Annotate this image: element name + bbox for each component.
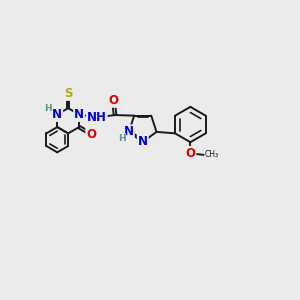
Text: N: N — [74, 108, 84, 121]
Text: CH₃: CH₃ — [204, 150, 218, 159]
Text: O: O — [86, 128, 96, 141]
Text: O: O — [185, 147, 195, 160]
Text: S: S — [64, 87, 72, 100]
Text: H: H — [118, 134, 125, 143]
Text: H: H — [44, 104, 51, 113]
Text: NH: NH — [87, 111, 107, 124]
Text: O: O — [109, 94, 118, 107]
Text: N: N — [52, 108, 62, 121]
Text: N: N — [138, 135, 148, 148]
Text: N: N — [124, 125, 134, 138]
